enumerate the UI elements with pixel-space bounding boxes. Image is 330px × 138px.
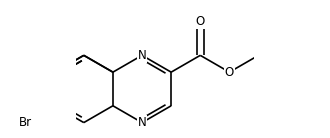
Text: Br: Br: [19, 116, 32, 129]
Text: O: O: [225, 66, 234, 79]
Text: O: O: [196, 15, 205, 28]
Text: N: N: [138, 49, 147, 62]
Text: N: N: [138, 116, 147, 129]
